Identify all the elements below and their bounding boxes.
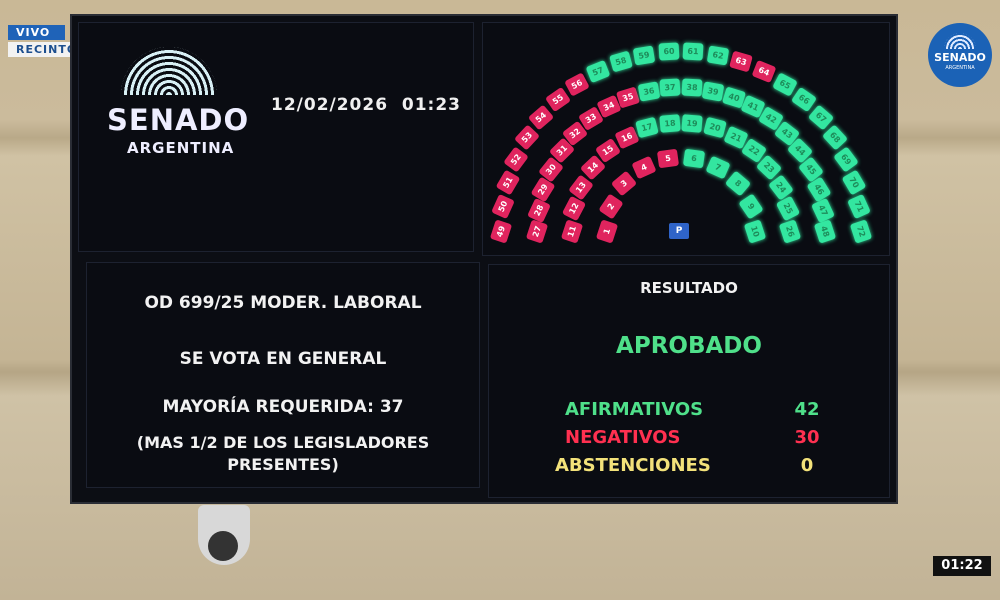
seat-58: 58 (608, 51, 633, 73)
seat-63: 63 (729, 51, 754, 73)
result-value: APROBADO (616, 333, 762, 359)
seat-69: 69 (833, 146, 859, 173)
seat-51: 51 (495, 169, 521, 196)
logo-word: SENADO (934, 51, 986, 64)
seat-57: 57 (585, 60, 611, 84)
seat-12: 12 (562, 196, 587, 222)
seat-27: 27 (525, 219, 549, 244)
senado-dome-icon (121, 47, 217, 95)
seat-61: 61 (682, 42, 704, 61)
seat-8: 8 (724, 170, 751, 197)
seat-20: 20 (702, 117, 727, 139)
seat-19: 19 (681, 113, 704, 133)
tally-label: ABSTENCIONES (555, 455, 711, 476)
seat-60: 60 (658, 42, 680, 61)
seat-49: 49 (489, 219, 513, 244)
live-badge: VIVO (8, 25, 65, 40)
date-time: 12/02/2026 01:23 (271, 95, 461, 115)
seat-47: 47 (811, 197, 836, 223)
seat-55: 55 (545, 87, 572, 113)
seat-71: 71 (847, 194, 872, 220)
majority-note-line2: PRESENTES) (227, 455, 339, 474)
seat-65: 65 (771, 72, 798, 97)
seat-16: 16 (613, 125, 640, 149)
tally-value: 30 (794, 427, 820, 448)
timer: 01:22 (933, 556, 991, 576)
senado-logo-watermark: SENADO ARGENTINA (928, 23, 992, 87)
seat-53: 53 (514, 124, 541, 152)
majority-required: MAYORÍA REQUERIDA: 37 (162, 397, 404, 417)
camera (198, 505, 250, 565)
seat-36: 36 (637, 80, 661, 102)
seat-18: 18 (658, 113, 681, 133)
dome-icon (944, 33, 976, 49)
result-panel: RESULTADO APROBADO AFIRMATIVOS 42 NEGATIV… (488, 264, 890, 498)
seat-54: 54 (528, 104, 555, 131)
seat-72: 72 (849, 219, 873, 244)
majority-note-line1: (MAS 1/2 DE LOS LEGISLADORES (136, 433, 430, 452)
seat-64: 64 (751, 60, 777, 84)
tally-label: AFIRMATIVOS (565, 399, 704, 420)
seat-11: 11 (560, 219, 584, 244)
seat-4: 4 (631, 155, 657, 180)
seat-10: 10 (743, 219, 767, 244)
tally-value: 42 (794, 399, 820, 420)
seat-2: 2 (598, 193, 625, 220)
seat-59: 59 (633, 45, 656, 66)
seat-3: 3 (611, 170, 638, 197)
seat-50: 50 (490, 194, 515, 220)
seat-9: 9 (737, 193, 764, 220)
seat-17: 17 (635, 117, 660, 139)
seat-37: 37 (659, 78, 681, 97)
logo-sub: ARGENTINA (945, 65, 975, 71)
seat-35: 35 (616, 86, 641, 109)
senado-logo-sub: ARGENTINA (127, 139, 235, 157)
seat-26: 26 (778, 219, 802, 244)
seat-66: 66 (790, 87, 817, 113)
seat-56: 56 (564, 72, 591, 97)
vote-type: SE VOTA EN GENERAL (179, 349, 387, 369)
seat-7: 7 (705, 155, 731, 180)
seat-25: 25 (775, 196, 800, 222)
seat-6: 6 (682, 148, 705, 169)
seat-5: 5 (657, 148, 680, 169)
seat-52: 52 (503, 146, 529, 173)
tally-label: NEGATIVOS (565, 427, 681, 448)
seat-70: 70 (841, 169, 867, 196)
senado-logo-word: SENADO (107, 103, 250, 137)
seat-map-panel: 1 2 3 4 5 6 7 8 9 10 11 12 13 14 15 16 17 18 19 20 21 22 23 24 2… (482, 22, 890, 256)
motion-panel: OD 699/25 MODER. LABORAL SE VOTA EN GENE… (86, 262, 480, 488)
president-marker: P (669, 223, 689, 239)
motion-title: OD 699/25 MODER. LABORAL (144, 293, 422, 313)
seat-38: 38 (681, 78, 703, 97)
seat-39: 39 (701, 80, 725, 102)
seat-62: 62 (706, 45, 729, 66)
result-label: RESULTADO (640, 279, 738, 297)
header-panel: SENADO ARGENTINA 12/02/2026 01:23 (78, 22, 474, 252)
seat-1: 1 (595, 219, 619, 244)
seat-48: 48 (813, 219, 837, 244)
tally-value: 0 (800, 455, 814, 476)
seat-28: 28 (526, 197, 551, 223)
